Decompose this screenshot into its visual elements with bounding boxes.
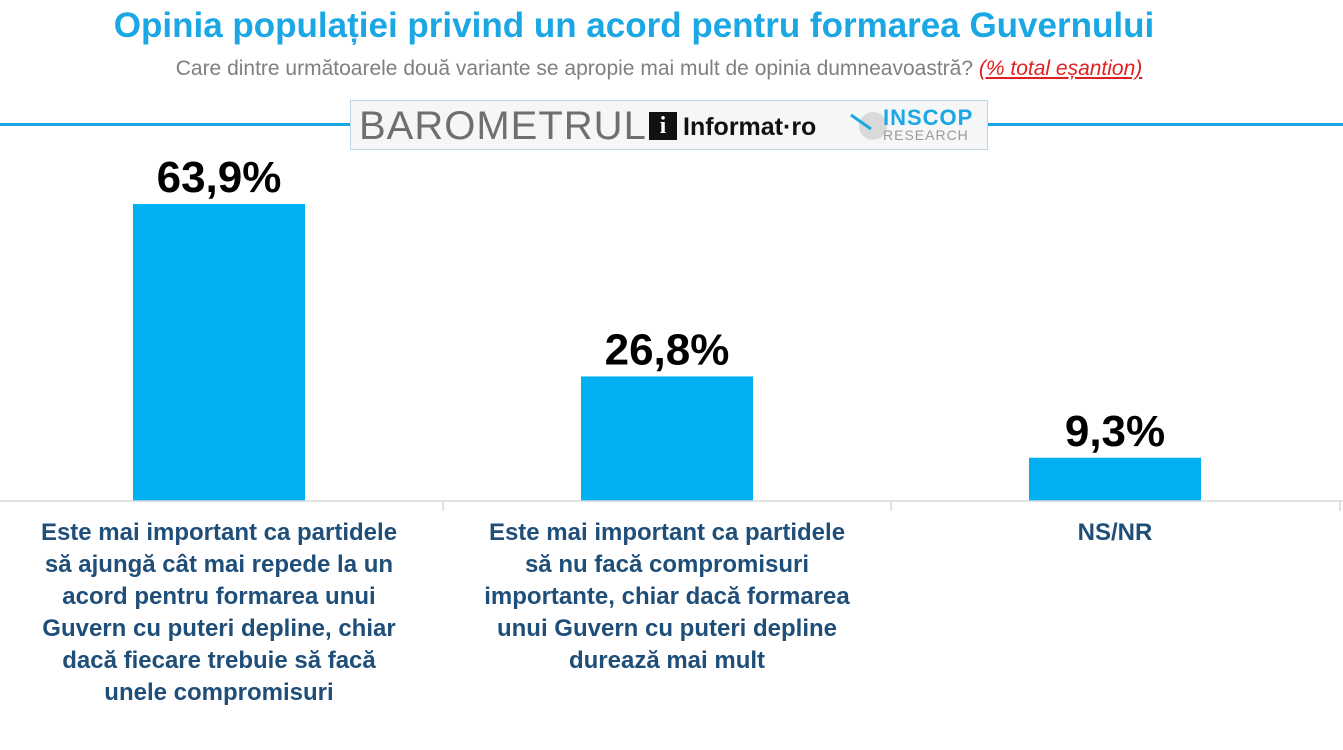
- category-label-line: NS/NR: [1077, 519, 1153, 546]
- category-label-line: Este mai important ca partidele: [40, 519, 398, 546]
- category-label: Este mai important ca partidele să ajungă…: [0, 517, 439, 709]
- category-label-line: Este mai important ca partidele: [488, 519, 846, 546]
- header-rule-right: [988, 123, 1343, 126]
- informat-logo: Informat·ro: [683, 113, 817, 141]
- inscop-logo-icon: [850, 112, 887, 140]
- bar: [133, 204, 305, 501]
- category-label-line: importante, chiar dacă formarea: [484, 583, 850, 610]
- chart-title: Opinia populației privind un acord pentr…: [113, 6, 1155, 45]
- subtitle-note: (% total eșantion): [978, 57, 1143, 80]
- inscop-logo: INSCOP: [883, 105, 974, 130]
- category-label-line: să nu facă compromisuri: [524, 551, 810, 578]
- subtitle-question: Care dintre următoarele două variante se…: [175, 57, 974, 80]
- header-rule-left: [0, 123, 352, 126]
- bar-value-label: 9,3%: [1065, 407, 1165, 456]
- bar: [1029, 457, 1201, 501]
- category-label-line: durează mai mult: [568, 647, 766, 674]
- bar: [581, 376, 753, 501]
- category-label-line: unele compromisuri: [104, 679, 334, 706]
- category-label: NS/NR: [895, 517, 1335, 549]
- logo-band: BAROMETRUL i Informat·ro INSCOP RESEARCH: [350, 100, 988, 150]
- category-label: Este mai important ca partidele să nu fac…: [447, 517, 887, 677]
- bar-value-label: 26,8%: [605, 325, 730, 374]
- inscop-research-text: RESEARCH: [883, 127, 969, 143]
- chart-subtitle: Care dintre următoarele două variante se…: [0, 57, 1318, 81]
- informat-logo-icon: i: [649, 112, 677, 140]
- category-label-line: să ajungă cât mai repede la un: [44, 551, 394, 578]
- category-label-line: unui Guvern cu puteri depline: [496, 615, 838, 642]
- category-label-line: acord pentru formarea unui: [62, 583, 376, 610]
- category-label-line: Guvern cu puteri depline, chiar: [42, 615, 396, 642]
- category-label-line: dacă fiecare trebuie să facă: [62, 647, 376, 674]
- barometru-logo: BAROMETRUL: [359, 104, 647, 148]
- bar-value-label: 63,9%: [157, 153, 282, 202]
